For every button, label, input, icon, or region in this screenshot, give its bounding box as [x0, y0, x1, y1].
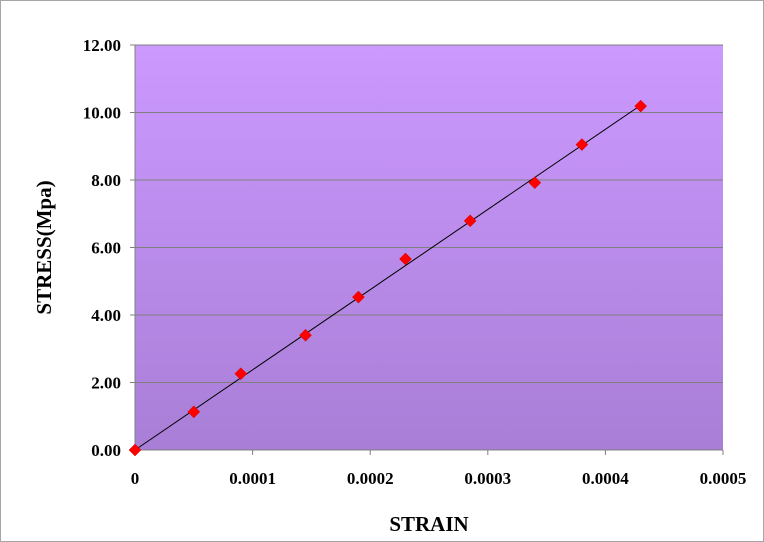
y-tick-label: 8.00 [91, 171, 121, 190]
y-tick-label: 6.00 [91, 239, 121, 258]
x-tick-label: 0.0005 [700, 469, 747, 488]
x-tick-label: 0 [131, 469, 140, 488]
data-point [352, 290, 365, 304]
y-tick-label: 0.00 [91, 441, 121, 460]
y-tick-label: 10.00 [83, 104, 121, 123]
x-tick-label: 0.0004 [582, 469, 629, 488]
trendline [134, 104, 641, 451]
data-point [528, 176, 542, 190]
x-tick-labels: 0 0.0001 0.0002 0.0003 0.0004 0.0005 [131, 469, 747, 488]
data-point [575, 138, 589, 151]
data-point [187, 405, 201, 419]
x-axis-title: STRAIN [389, 512, 468, 536]
data-point [234, 367, 248, 381]
data-point [399, 252, 412, 266]
x-tick-label: 0.0002 [347, 469, 394, 488]
data-point [128, 443, 142, 457]
x-tick-label: 0.0001 [229, 469, 276, 488]
y-tick-labels: 0.00 2.00 4.00 6.00 8.00 10.00 12.00 [83, 36, 121, 460]
y-tick-label: 2.00 [91, 374, 121, 393]
gridlines [135, 44, 723, 383]
data-point [463, 214, 477, 228]
y-tick-label: 4.00 [91, 306, 121, 325]
data-points [128, 99, 648, 457]
data-point [634, 99, 648, 113]
data-point [299, 328, 312, 342]
y-tick-label: 12.00 [83, 36, 121, 55]
trendline-group [134, 104, 641, 451]
x-tick-label: 0.0003 [464, 469, 511, 488]
y-axis-title: STRESS(Mpa) [32, 180, 56, 314]
